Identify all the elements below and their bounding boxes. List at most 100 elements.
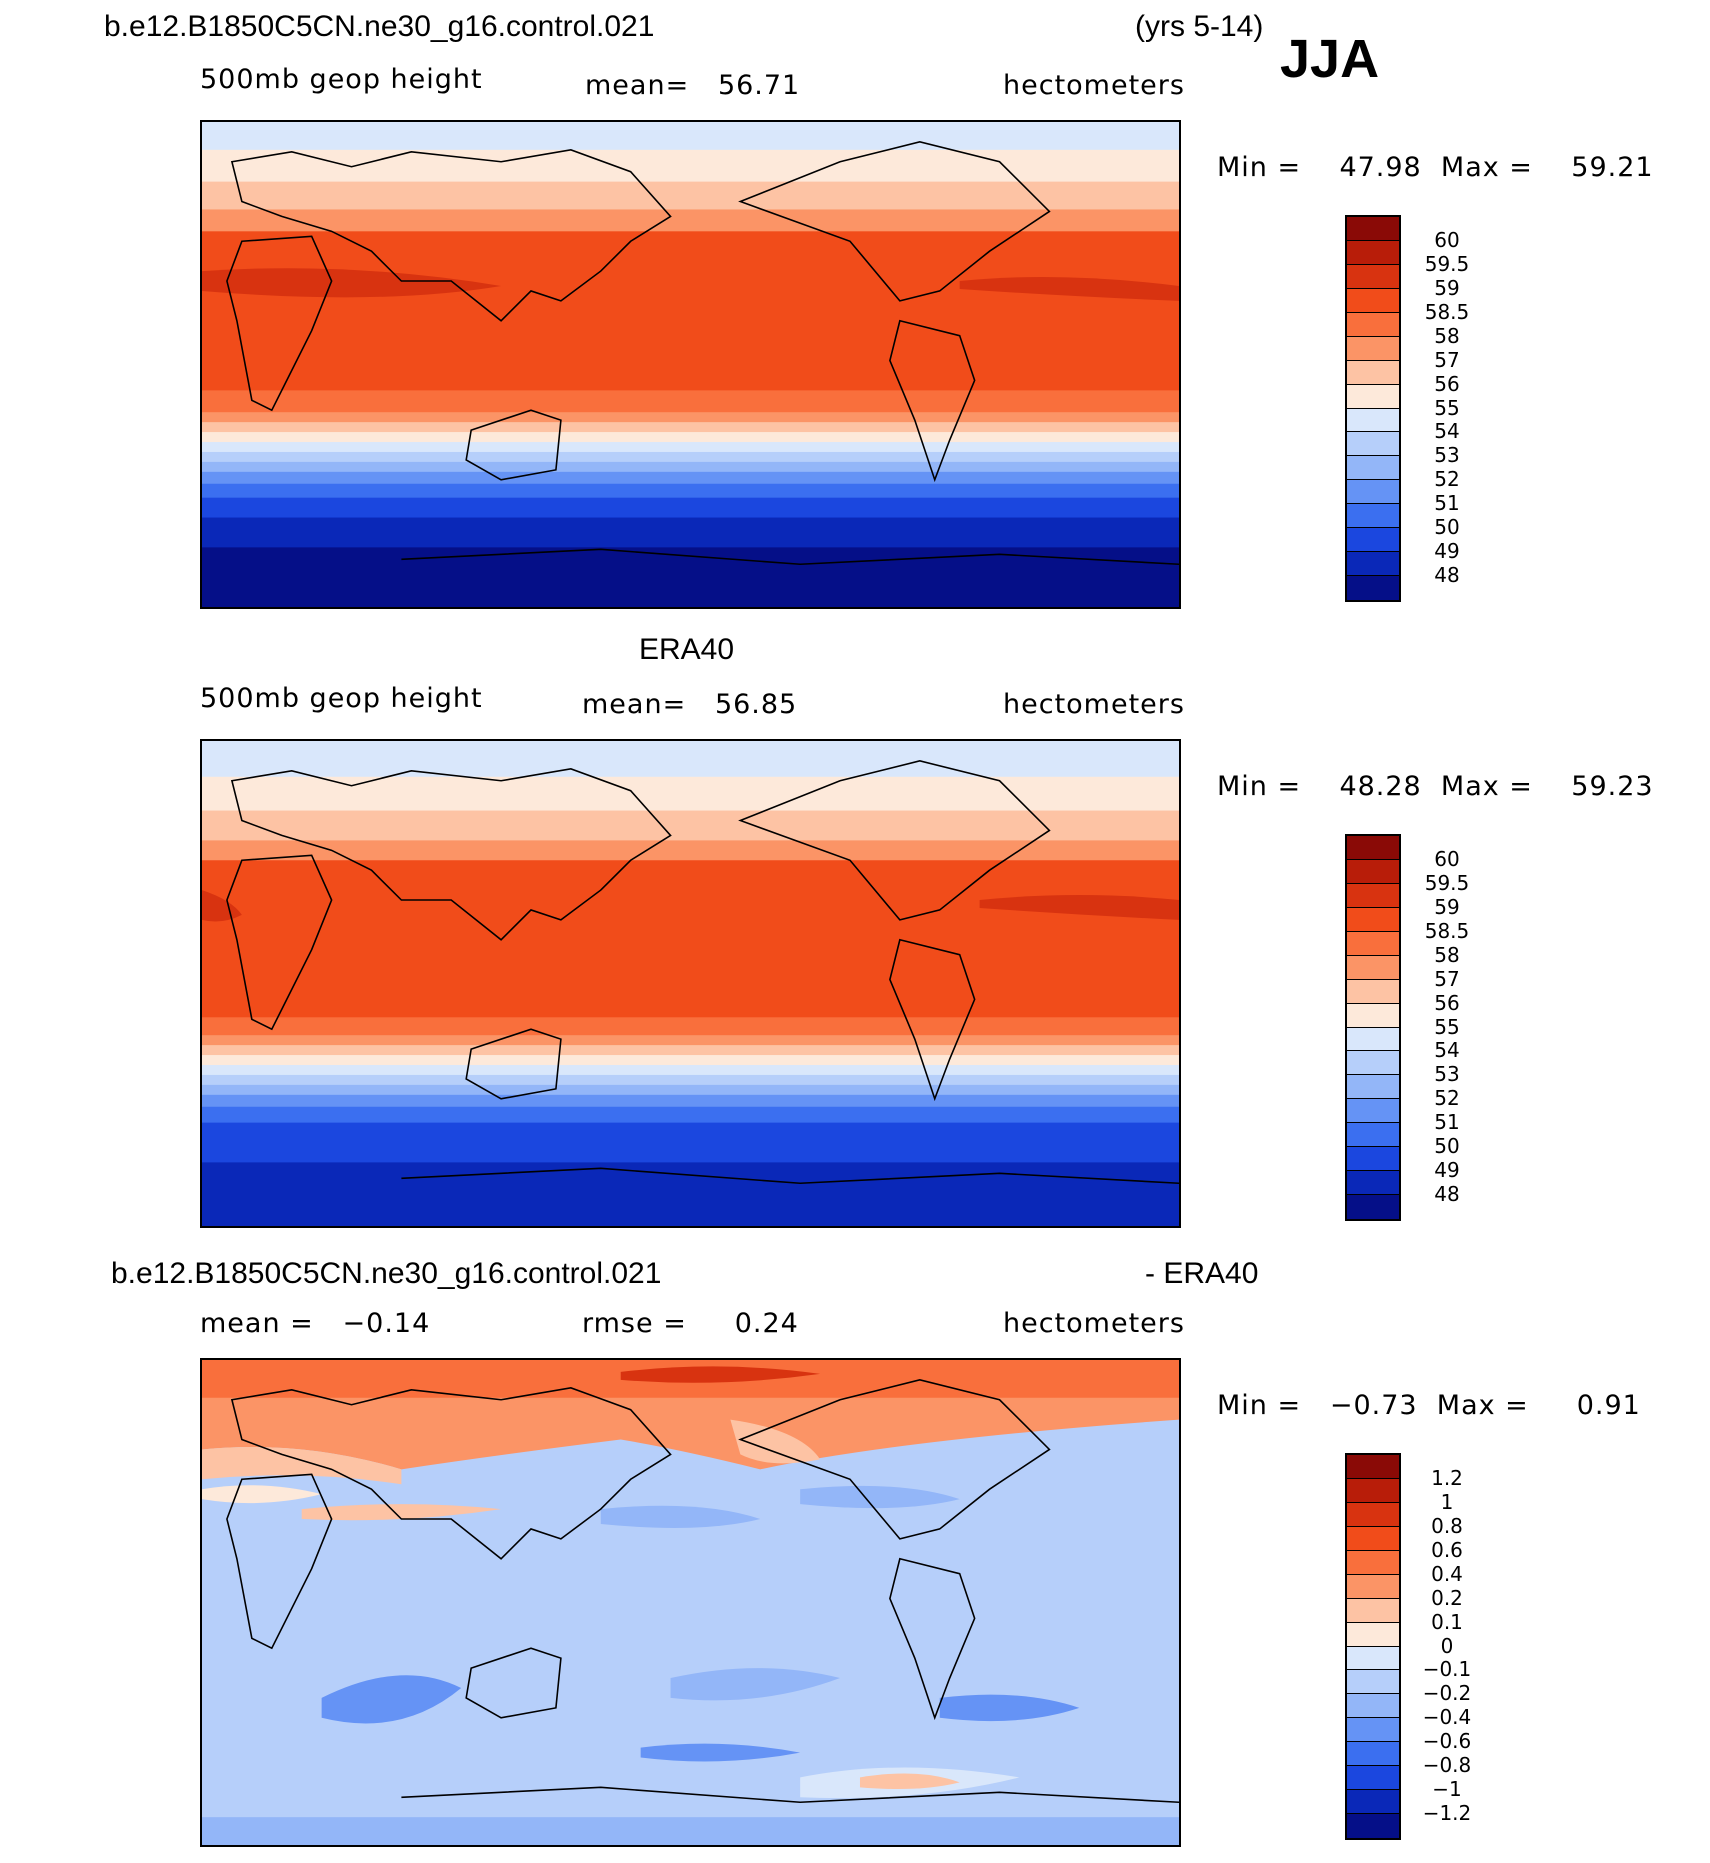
- colorbar-swatch: [1347, 1742, 1399, 1767]
- colorbar-tick-label: 57: [1434, 347, 1460, 372]
- colorbar-tick-label: 0: [1440, 1633, 1454, 1658]
- colorbar-swatch: [1347, 1147, 1399, 1172]
- colorbar-swatch: [1347, 1766, 1399, 1791]
- colorbar-swatch: [1347, 480, 1399, 505]
- colorbar-tick-label: 0.6: [1431, 1537, 1463, 1562]
- colorbar-tick-label: −0.4: [1422, 1705, 1472, 1730]
- panel2-units: hectometers: [1003, 689, 1185, 720]
- colorbar-swatch: [1347, 1003, 1399, 1028]
- colorbar-tick-label: −0.8: [1422, 1753, 1472, 1778]
- colorbar-tick-label: 59: [1434, 894, 1460, 919]
- colorbar-swatch: [1347, 1027, 1399, 1052]
- colorbar-swatch: [1347, 955, 1399, 980]
- panel2-map: [200, 739, 1181, 1228]
- panel2-mean: mean= 56.85: [582, 689, 798, 720]
- colorbar-swatch: [1347, 883, 1399, 908]
- colorbar-tick-label: 56: [1434, 990, 1460, 1015]
- case-title: b.e12.B1850C5CN.ne30_g16.control.021: [104, 10, 655, 43]
- colorbar-tick-label: 59.5: [1424, 870, 1470, 895]
- panel1-contour-field: [202, 122, 1179, 607]
- colorbar-swatch: [1347, 312, 1399, 337]
- panel2-colorbar: [1345, 834, 1401, 1221]
- years-label: (yrs 5-14): [1135, 10, 1264, 43]
- colorbar-swatch: [1347, 1574, 1399, 1599]
- colorbar-tick-label: 0.1: [1431, 1609, 1463, 1634]
- panel3-units: hectometers: [1003, 1308, 1185, 1339]
- colorbar-tick-label: 54: [1434, 1038, 1460, 1063]
- colorbar-swatch: [1347, 979, 1399, 1004]
- colorbar-swatch: [1347, 264, 1399, 289]
- colorbar-tick-label: −1: [1432, 1777, 1462, 1802]
- colorbar-tick-label: 1.2: [1431, 1465, 1463, 1490]
- colorbar-tick-label: 51: [1434, 1110, 1460, 1135]
- colorbar-tick-label: 54: [1434, 419, 1460, 444]
- colorbar-tick-label: 60: [1434, 846, 1460, 871]
- colorbar-swatch: [1347, 931, 1399, 956]
- colorbar-tick-label: 49: [1434, 539, 1460, 564]
- colorbar-tick-label: 53: [1434, 1062, 1460, 1087]
- colorbar-tick-label: 55: [1434, 395, 1460, 420]
- panel3-colorbar: [1345, 1453, 1401, 1840]
- colorbar-tick-label: −1.2: [1422, 1801, 1472, 1826]
- colorbar-tick-label: 58.5: [1424, 299, 1470, 324]
- panel3-mean: mean = −0.14: [200, 1308, 431, 1339]
- colorbar-swatch: [1347, 1646, 1399, 1671]
- colorbar-swatch: [1347, 240, 1399, 265]
- panel3-title: b.e12.B1850C5CN.ne30_g16.control.021: [111, 1257, 662, 1290]
- colorbar-swatch: [1347, 1171, 1399, 1196]
- panel3-map: [200, 1358, 1181, 1847]
- colorbar-swatch: [1347, 432, 1399, 457]
- colorbar-swatch: [1347, 504, 1399, 529]
- colorbar-tick-label: 50: [1434, 1134, 1460, 1159]
- panel3-minmax: Min = −0.73 Max = 0.91: [1217, 1390, 1641, 1421]
- colorbar-tick-label: −0.2: [1422, 1681, 1472, 1706]
- colorbar-tick-label: 53: [1434, 443, 1460, 468]
- colorbar-tick-label: 0.8: [1431, 1513, 1463, 1538]
- colorbar-tick-label: 0.4: [1431, 1561, 1463, 1586]
- colorbar-swatch: [1347, 408, 1399, 433]
- colorbar-tick-label: 52: [1434, 467, 1460, 492]
- colorbar-swatch: [1347, 1550, 1399, 1575]
- panel1-variable: 500mb geop height: [200, 64, 483, 95]
- colorbar-swatch: [1347, 384, 1399, 409]
- colorbar-swatch: [1347, 1790, 1399, 1815]
- colorbar-tick-label: 1: [1440, 1489, 1454, 1514]
- colorbar-swatch: [1347, 1075, 1399, 1100]
- colorbar-tick-label: 49: [1434, 1158, 1460, 1183]
- colorbar-swatch: [1347, 336, 1399, 361]
- colorbar-swatch: [1347, 552, 1399, 577]
- colorbar-swatch: [1347, 907, 1399, 932]
- panel3-rmse: rmse = 0.24: [582, 1308, 799, 1339]
- colorbar-swatch: [1347, 528, 1399, 553]
- colorbar-tick-label: 50: [1434, 515, 1460, 540]
- colorbar-tick-label: 60: [1434, 227, 1460, 252]
- colorbar-swatch: [1347, 360, 1399, 385]
- colorbar-swatch: [1347, 1526, 1399, 1551]
- colorbar-swatch: [1347, 1598, 1399, 1623]
- colorbar-tick-label: 58: [1434, 323, 1460, 348]
- colorbar-swatch: [1347, 1123, 1399, 1148]
- panel2-title: ERA40: [639, 633, 735, 666]
- panel3-contour-field: [202, 1360, 1179, 1845]
- colorbar-swatch: [1347, 576, 1399, 600]
- colorbar-swatch: [1347, 1502, 1399, 1527]
- panel1-mean: mean= 56.71: [585, 70, 801, 101]
- panel3-title-right: - ERA40: [1145, 1257, 1259, 1290]
- colorbar-swatch: [1347, 1622, 1399, 1647]
- colorbar-swatch: [1347, 1478, 1399, 1503]
- colorbar-tick-label: 51: [1434, 491, 1460, 516]
- colorbar-tick-label: −0.6: [1422, 1729, 1472, 1754]
- panel2-variable: 500mb geop height: [200, 683, 483, 714]
- colorbar-swatch: [1347, 217, 1399, 241]
- panel1-colorbar: [1345, 215, 1401, 602]
- panel2-minmax: Min = 48.28 Max = 59.23: [1217, 771, 1654, 802]
- colorbar-swatch: [1347, 1814, 1399, 1838]
- colorbar-tick-label: 55: [1434, 1014, 1460, 1039]
- colorbar-tick-label: 59: [1434, 275, 1460, 300]
- colorbar-tick-label: 52: [1434, 1086, 1460, 1111]
- colorbar-swatch: [1347, 859, 1399, 884]
- colorbar-tick-label: 59.5: [1424, 251, 1470, 276]
- panel1-minmax: Min = 47.98 Max = 59.21: [1217, 152, 1654, 183]
- colorbar-tick-label: 58: [1434, 942, 1460, 967]
- colorbar-tick-label: 57: [1434, 966, 1460, 991]
